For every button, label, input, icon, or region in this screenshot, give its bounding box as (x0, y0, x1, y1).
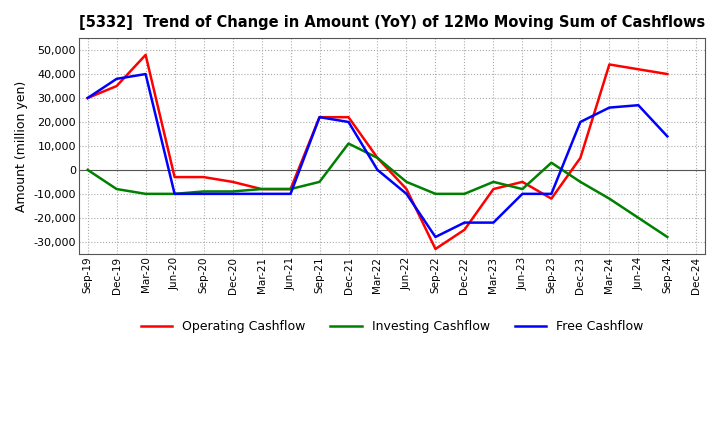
Investing Cashflow (344, 141, 353, 146)
Operating Cashflow (605, 62, 613, 67)
Operating Cashflow (344, 114, 353, 120)
Operating Cashflow (663, 71, 672, 77)
Free Cashflow (141, 71, 150, 77)
Operating Cashflow (431, 246, 440, 252)
Free Cashflow (344, 119, 353, 125)
Operating Cashflow (257, 187, 266, 192)
Operating Cashflow (199, 174, 208, 180)
Investing Cashflow (112, 187, 121, 192)
Free Cashflow (315, 114, 324, 120)
Investing Cashflow (373, 155, 382, 161)
Investing Cashflow (257, 187, 266, 192)
Operating Cashflow (373, 155, 382, 161)
Free Cashflow (431, 235, 440, 240)
Operating Cashflow (171, 174, 179, 180)
Free Cashflow (402, 191, 411, 197)
Investing Cashflow (287, 187, 295, 192)
Investing Cashflow (402, 179, 411, 184)
Investing Cashflow (84, 167, 92, 172)
Line: Operating Cashflow: Operating Cashflow (88, 55, 667, 249)
Free Cashflow (634, 103, 643, 108)
Y-axis label: Amount (million yen): Amount (million yen) (15, 81, 28, 212)
Investing Cashflow (460, 191, 469, 197)
Operating Cashflow (315, 114, 324, 120)
Operating Cashflow (287, 187, 295, 192)
Free Cashflow (84, 95, 92, 101)
Operating Cashflow (489, 187, 498, 192)
Operating Cashflow (84, 95, 92, 101)
Title: [5332]  Trend of Change in Amount (YoY) of 12Mo Moving Sum of Cashflows: [5332] Trend of Change in Amount (YoY) o… (79, 15, 705, 30)
Free Cashflow (663, 134, 672, 139)
Free Cashflow (460, 220, 469, 225)
Investing Cashflow (141, 191, 150, 197)
Free Cashflow (489, 220, 498, 225)
Line: Investing Cashflow: Investing Cashflow (88, 143, 667, 237)
Investing Cashflow (663, 235, 672, 240)
Free Cashflow (257, 191, 266, 197)
Free Cashflow (373, 167, 382, 172)
Investing Cashflow (576, 179, 585, 184)
Free Cashflow (518, 191, 527, 197)
Free Cashflow (576, 119, 585, 125)
Operating Cashflow (518, 179, 527, 184)
Line: Free Cashflow: Free Cashflow (88, 74, 667, 237)
Investing Cashflow (547, 160, 556, 165)
Free Cashflow (199, 191, 208, 197)
Investing Cashflow (171, 191, 179, 197)
Free Cashflow (228, 191, 237, 197)
Free Cashflow (171, 191, 179, 197)
Investing Cashflow (605, 196, 613, 201)
Legend: Operating Cashflow, Investing Cashflow, Free Cashflow: Operating Cashflow, Investing Cashflow, … (135, 315, 648, 338)
Investing Cashflow (199, 189, 208, 194)
Operating Cashflow (402, 187, 411, 192)
Operating Cashflow (141, 52, 150, 58)
Operating Cashflow (112, 84, 121, 89)
Investing Cashflow (518, 187, 527, 192)
Operating Cashflow (576, 155, 585, 161)
Investing Cashflow (228, 189, 237, 194)
Free Cashflow (287, 191, 295, 197)
Investing Cashflow (634, 215, 643, 220)
Operating Cashflow (547, 196, 556, 201)
Operating Cashflow (228, 179, 237, 184)
Investing Cashflow (315, 179, 324, 184)
Operating Cashflow (634, 66, 643, 72)
Investing Cashflow (431, 191, 440, 197)
Free Cashflow (112, 76, 121, 81)
Investing Cashflow (489, 179, 498, 184)
Free Cashflow (605, 105, 613, 110)
Operating Cashflow (460, 227, 469, 232)
Free Cashflow (547, 191, 556, 197)
